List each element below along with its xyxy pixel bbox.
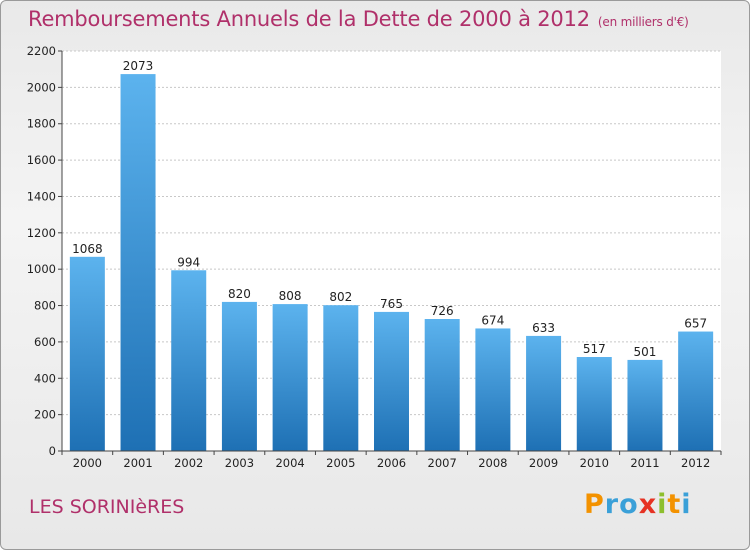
logo-letter: r — [604, 489, 620, 520]
value-label-2012: 657 — [684, 317, 707, 331]
x-tick-label-2007: 2007 — [428, 456, 457, 470]
value-label-2000: 1068 — [72, 242, 103, 256]
value-label-2009: 633 — [532, 321, 555, 335]
y-tick-label: 1000 — [27, 262, 56, 276]
y-tick-label: 1400 — [27, 189, 56, 203]
x-tick-label-2009: 2009 — [529, 456, 558, 470]
bar-2009 — [526, 335, 562, 451]
y-tick-label: 1200 — [27, 226, 56, 240]
y-tick-label: 600 — [34, 335, 56, 349]
x-tick-label-2004: 2004 — [275, 456, 304, 470]
bar-2008 — [475, 328, 511, 451]
chart-unit: (en milliers d'€) — [597, 15, 689, 29]
chart-title-text: Remboursements Annuels de la Dette de 20… — [28, 7, 590, 31]
bar-2003 — [221, 301, 257, 451]
y-tick-label: 2000 — [27, 80, 56, 94]
y-tick-label: 200 — [34, 408, 56, 422]
value-label-2006: 765 — [380, 297, 403, 311]
logo-letter: t — [667, 489, 682, 520]
y-tick-label: 800 — [34, 299, 56, 313]
bar-2011 — [627, 359, 663, 451]
value-label-2002: 994 — [177, 255, 200, 269]
logo-letter: i — [681, 489, 692, 520]
bars: 1068 2073 994 820 808 802 765 726 674 633 517 501 65… — [69, 59, 714, 451]
logo-letter: x — [638, 489, 658, 520]
value-label-2008: 674 — [481, 313, 504, 327]
x-tick-label-2005: 2005 — [326, 456, 355, 470]
y-tick-label: 1600 — [27, 153, 56, 167]
x-tick-label-2010: 2010 — [580, 456, 609, 470]
value-label-2010: 517 — [583, 342, 606, 356]
bar-2012 — [678, 331, 714, 451]
y-tick-label: 400 — [34, 371, 56, 385]
x-tick-label-2012: 2012 — [681, 456, 710, 470]
x-tick-label-2002: 2002 — [174, 456, 203, 470]
axes: 0 200 400 600 800 1000 1200 1400 1600 1800 2000 220… — [27, 44, 722, 470]
x-tick-label-2003: 2003 — [225, 456, 254, 470]
bar-2010 — [576, 357, 612, 451]
x-tick-label-2006: 2006 — [377, 456, 406, 470]
value-label-2011: 501 — [634, 345, 657, 359]
value-label-2007: 726 — [431, 304, 454, 318]
commune-name: LES SORINIèRES — [29, 496, 185, 518]
value-label-2004: 808 — [279, 289, 302, 303]
y-tick-label: 2200 — [27, 44, 56, 58]
x-tick-label-2008: 2008 — [478, 456, 507, 470]
bar-2004 — [272, 304, 308, 451]
x-tick-label-2001: 2001 — [123, 456, 152, 470]
x-tick-label-2000: 2000 — [73, 456, 102, 470]
logo-letter: P — [584, 489, 605, 520]
value-label-2003: 820 — [228, 287, 251, 301]
y-tick-label: 0 — [49, 444, 56, 458]
y-tick-label: 1800 — [27, 117, 56, 131]
bar-2007 — [424, 319, 460, 451]
x-tick-label-2011: 2011 — [630, 456, 659, 470]
proxiti-logo: Proxiti — [584, 489, 692, 520]
bar-2001 — [120, 74, 156, 451]
logo-letter: o — [619, 489, 639, 520]
bar-2000 — [69, 256, 105, 451]
value-label-2001: 2073 — [123, 59, 154, 73]
bar-2006 — [374, 311, 409, 451]
bar-2005 — [323, 305, 359, 451]
chart-title: Remboursements Annuels de la Dette de 20… — [28, 7, 689, 31]
value-label-2005: 802 — [329, 290, 352, 304]
logo-letter: i — [657, 489, 668, 520]
bar-2002 — [171, 270, 207, 451]
